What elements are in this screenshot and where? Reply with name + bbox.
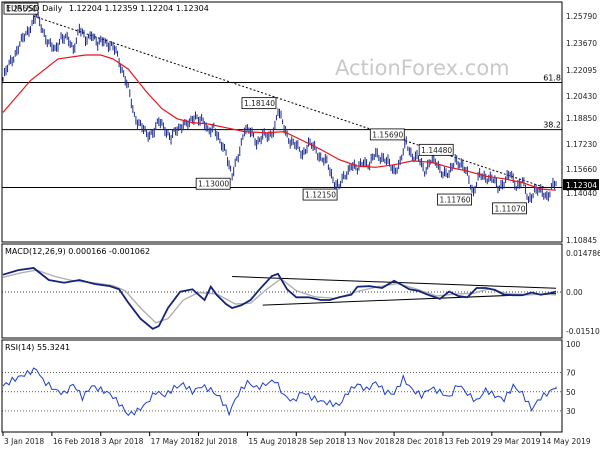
x-axis-label: 13 Feb 2019 bbox=[444, 437, 491, 446]
current-price-label: 1.12304 bbox=[566, 181, 597, 190]
moving-average-line bbox=[2, 54, 557, 191]
macd-y-tick: -0.015107 bbox=[566, 327, 600, 336]
x-axis-label: 16 Feb 2018 bbox=[53, 437, 100, 446]
x-axis-label: 3 Jan 2018 bbox=[4, 437, 44, 446]
rsi-y-tick: 70 bbox=[566, 369, 576, 378]
rsi-series-group bbox=[2, 367, 562, 417]
price-y-tick: 1.14040 bbox=[566, 189, 597, 198]
x-axis-label: 28 Sep 2018 bbox=[297, 437, 345, 446]
x-axis-label: 13 Nov 2018 bbox=[346, 437, 394, 446]
axis-labels-group: 1.25790 1.23670 1.22095 1.20430 1.18850 1.172… bbox=[2, 12, 600, 446]
macd-line bbox=[2, 267, 557, 330]
x-axis-label: 29 Mar 2019 bbox=[493, 437, 541, 446]
trendline bbox=[33, 15, 546, 189]
rsi-y-tick: 50 bbox=[566, 388, 576, 397]
macd-y-tick: 0.00 bbox=[566, 288, 583, 297]
price-ohlc-header: 1.12204 1.12359 1.12204 1.12304 bbox=[69, 4, 209, 13]
annotation-label: 1.15690 bbox=[372, 130, 403, 139]
annotation-label: 1.25550 bbox=[6, 5, 37, 14]
rsi-y-tick: 100 bbox=[566, 340, 581, 349]
fib-618-label: 61.8 bbox=[543, 73, 561, 82]
macd-y-tick: 0.014786 bbox=[566, 249, 600, 258]
annotation-box bbox=[3, 2, 39, 15]
annotation-label: 1.11070 bbox=[495, 204, 526, 213]
price-title-text: EURUSD Daily bbox=[6, 4, 63, 13]
macd-upper-trendline bbox=[232, 276, 557, 289]
annotation-label: 1.11760 bbox=[440, 196, 471, 205]
current-price-tag bbox=[563, 179, 599, 191]
price-title: EURUSD Daily 1.12204 1.12359 1.12204 1.1… bbox=[6, 4, 209, 13]
annotation-label: 1.14480 bbox=[421, 146, 452, 155]
price-series-group: 1.25550 1.18140 1.15690 1.14480 1.13000 1.121… bbox=[2, 2, 557, 215]
price-y-tick: 1.20430 bbox=[566, 92, 597, 101]
price-y-tick: 1.15660 bbox=[566, 165, 597, 174]
x-axis-label: 17 May 2018 bbox=[151, 437, 200, 446]
annotation-box bbox=[241, 97, 277, 110]
macd-panel-frame bbox=[1, 243, 563, 339]
x-axis-label: 15 Aug 2018 bbox=[248, 437, 296, 446]
annotation-box bbox=[418, 143, 454, 156]
price-y-tick: 1.17230 bbox=[566, 140, 597, 149]
annotation-label: 1.18140 bbox=[244, 99, 275, 108]
annotation-label: 1.12150 bbox=[305, 191, 336, 200]
rsi-y-tick: 30 bbox=[566, 407, 576, 416]
price-y-tick: 1.22095 bbox=[566, 66, 597, 75]
x-axis-label: 28 Dec 2018 bbox=[395, 437, 443, 446]
price-y-tick: 1.18850 bbox=[566, 114, 597, 123]
watermark: ActionForex.com bbox=[335, 56, 510, 80]
price-panel-frame bbox=[1, 1, 563, 243]
price-y-tick: 1.10845 bbox=[566, 236, 597, 245]
rsi-panel-frame bbox=[1, 339, 563, 433]
macd-signal-line bbox=[2, 269, 557, 324]
rsi-line bbox=[2, 367, 557, 417]
x-axis-label: 14 May 2019 bbox=[542, 437, 591, 446]
annotation-box bbox=[369, 128, 405, 141]
annotation-label: 1.13000 bbox=[198, 180, 229, 189]
annotation-box bbox=[437, 193, 472, 206]
macd-series-group bbox=[2, 267, 562, 330]
macd-title: MACD(12,26,9) 0.000166 -0.001062 bbox=[5, 247, 150, 256]
price-y-tick: 1.25790 bbox=[566, 12, 597, 21]
annotation-box bbox=[195, 177, 231, 190]
x-axis-label: 3 Apr 2018 bbox=[102, 437, 144, 446]
fib-382-label: 38.2 bbox=[543, 121, 561, 130]
price-y-tick: 1.23670 bbox=[566, 39, 597, 48]
x-axis-label: 2 Jul 2018 bbox=[200, 437, 238, 446]
annotation-box bbox=[302, 188, 338, 201]
annotation-box bbox=[492, 202, 527, 215]
rsi-title: RSI(14) 55.3241 bbox=[5, 343, 70, 352]
